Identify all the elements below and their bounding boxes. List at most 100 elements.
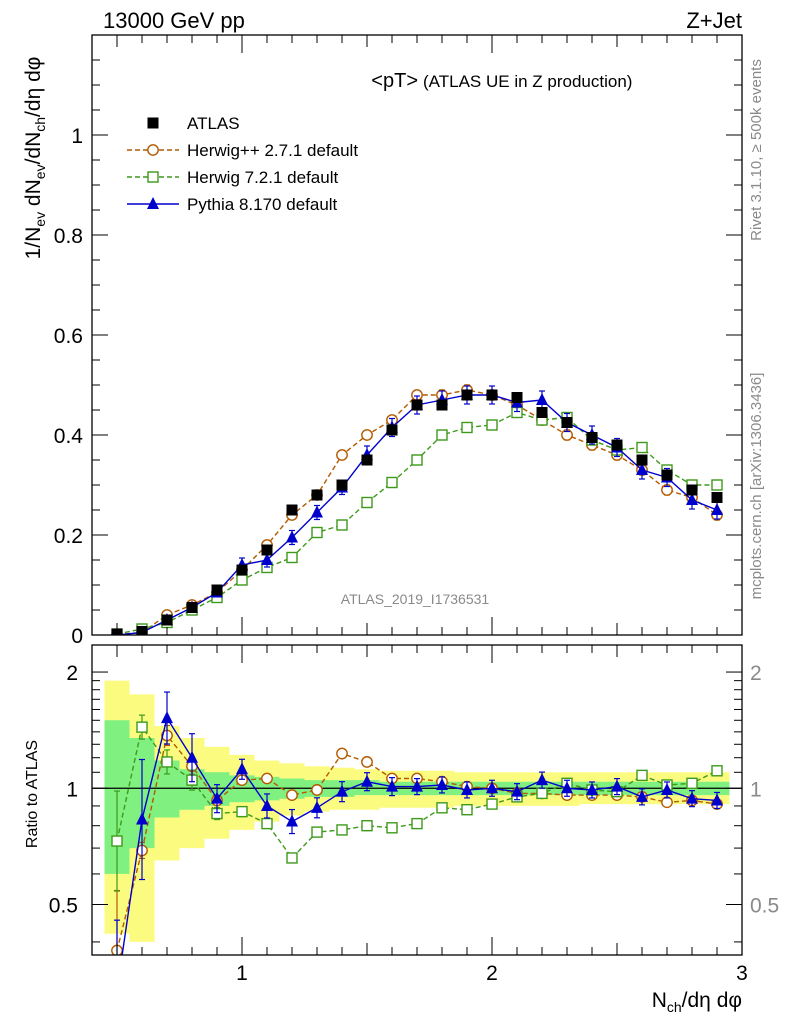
- plot-title-sub: (ATLAS UE in Z production): [423, 72, 632, 91]
- atlas-point: [711, 492, 723, 503]
- herwigpppp-2-7-1-default-point: [361, 756, 373, 768]
- pythia-8-170-default-point: [436, 777, 448, 790]
- pythia-8-170-default-point: [686, 791, 698, 804]
- atlas-point: [561, 417, 573, 428]
- ratio-y-tick-label-right: 1: [750, 778, 762, 801]
- legend-label: Herwig 7.2.1 default: [187, 168, 338, 187]
- pythia-8-170-default-point: [236, 762, 248, 775]
- herwig-7-2-1-default-point: [536, 787, 548, 800]
- herwig-7-2-1-default-point: [236, 805, 248, 818]
- pythia-8-170-default-point: [186, 750, 198, 763]
- atlas-point: [411, 399, 423, 411]
- ratio-y-tick-label-right: 0.5: [750, 895, 779, 918]
- ratio-y-tick-label-left: 1: [66, 778, 78, 801]
- mcplots-credit-text: mcplots.cern.ch [arXiv:1306.3436]: [748, 373, 765, 600]
- pythia-8-170-default-point: [711, 503, 723, 515]
- atlas-point: [686, 484, 698, 496]
- atlas-point: [186, 602, 198, 613]
- atlas-point: [586, 432, 598, 443]
- herwig-7-2-1-default-point: [261, 817, 273, 830]
- pythia-8-170-default-point: [636, 789, 648, 802]
- legend-marker-herwig-7-2-1-default: [147, 171, 159, 183]
- header-right: Z+Jet: [686, 8, 742, 33]
- atlas-point: [161, 614, 173, 626]
- herwig-7-2-1-default-point: [161, 756, 173, 768]
- atlas-point: [386, 424, 398, 436]
- analysis-id: ATLAS_2019_I1736531: [341, 591, 490, 607]
- pythia-8-170-default-point: [686, 493, 698, 505]
- herwig-7-2-1-default-point: [361, 496, 373, 509]
- legend-entry-herwigpppp-2-7-1-default: Herwig++ 2.7.1 default: [127, 141, 358, 160]
- herwig-7-2-1-default-point: [111, 835, 123, 847]
- herwigpppp-2-7-1-default-point: [336, 449, 348, 461]
- legend-entry-atlas: ATLAS: [147, 114, 240, 133]
- pythia-8-170-default-point: [361, 774, 373, 787]
- pythia-8-170-default-point: [486, 781, 498, 794]
- herwig-7-2-1-default-point: [636, 769, 648, 782]
- herwig-7-2-1-default-point: [236, 574, 248, 586]
- pythia-8-170-default-point: [561, 781, 573, 794]
- pythia-8-170-default-point: [311, 505, 323, 518]
- herwig-7-2-1-default-point: [711, 479, 723, 491]
- y-tick-label-main: 0: [71, 625, 83, 648]
- atlas-point: [486, 389, 498, 401]
- legend-label: ATLAS: [187, 114, 240, 133]
- y-axis-label-main: 1/Nev dNev/dNch/dη dφ: [22, 57, 48, 260]
- legend-label: Pythia 8.170 default: [187, 195, 338, 214]
- atlas-point: [261, 544, 273, 556]
- pythia-8-170-default-point: [711, 793, 723, 806]
- rivet-version-text: Rivet 3.1.10, ≥ 500k events: [748, 59, 765, 241]
- pythia-8-170-default-point: [311, 800, 323, 813]
- pythia-8-170-default-point: [611, 779, 623, 792]
- ratio-stat-uncertainty-band: [104, 720, 730, 874]
- legend-entry-herwig-7-2-1-default: Herwig 7.2.1 default: [127, 168, 338, 187]
- atlas-point: [211, 584, 223, 596]
- pythia-8-170-default-point: [211, 791, 223, 804]
- pythia-8-170-default-point: [286, 814, 298, 827]
- herwig-7-2-1-default-point: [311, 826, 323, 838]
- pythia-8-170-default-point: [586, 782, 598, 795]
- atlas-point: [336, 479, 348, 491]
- herwig-7-2-1-default-point: [461, 804, 473, 816]
- atlas-point: [286, 504, 298, 516]
- legend-entry-pythia-8-170-default: Pythia 8.170 default: [127, 195, 338, 214]
- pythia-8-170-default-point: [286, 530, 298, 543]
- atlas-point: [461, 389, 473, 401]
- x-tick-label: 1: [236, 962, 248, 985]
- herwig-7-2-1-default-point: [286, 551, 298, 564]
- ratio-y-tick-label-right: 2: [750, 662, 762, 685]
- ratio-y-axis-label: Ratio to ATLAS: [24, 740, 41, 848]
- herwigpppp-2-7-1-default-point: [361, 429, 373, 441]
- atlas-point: [361, 454, 373, 466]
- herwigpppp-2-7-1-default-point: [336, 747, 348, 760]
- pythia-8-170-default-point: [536, 393, 548, 405]
- header-left: 13000 GeV pp: [103, 8, 245, 33]
- herwig-7-2-1-default-point: [136, 721, 148, 733]
- herwig-7-2-1-default-point: [286, 852, 298, 864]
- atlas-point: [236, 564, 248, 576]
- pythia-8-170-default-point: [111, 983, 123, 995]
- legend-marker-pythia-8-170-default: [147, 197, 159, 209]
- herwig-7-2-1-default-point: [711, 765, 723, 777]
- atlas-point: [311, 489, 323, 501]
- pythia-8-170-default-point: [511, 784, 523, 797]
- x-tick-label: 2: [486, 962, 498, 985]
- pythia-8-170-default-point: [336, 784, 348, 797]
- y-tick-label-main: 0.8: [54, 225, 83, 248]
- herwigpppp-2-7-1-default-point: [286, 789, 298, 802]
- herwig-7-2-1-default-point: [386, 476, 398, 489]
- atlas-point: [511, 392, 523, 403]
- herwig-7-2-1-default-point: [311, 526, 323, 539]
- herwig-7-2-1-default-point: [436, 429, 448, 441]
- legend-marker-atlas: [147, 117, 159, 129]
- atlas-point: [661, 469, 673, 481]
- pythia-8-170-default-point: [136, 812, 148, 825]
- herwig-7-2-1-default-point: [336, 519, 348, 531]
- herwig-7-2-1-default-point: [411, 817, 423, 830]
- herwig-7-2-1-default-point: [411, 454, 423, 466]
- herwig-7-2-1-default-point: [361, 819, 373, 832]
- atlas-point: [611, 439, 623, 451]
- pythia-8-170-default-point: [161, 711, 173, 724]
- herwig-7-2-1-default-point: [486, 419, 498, 431]
